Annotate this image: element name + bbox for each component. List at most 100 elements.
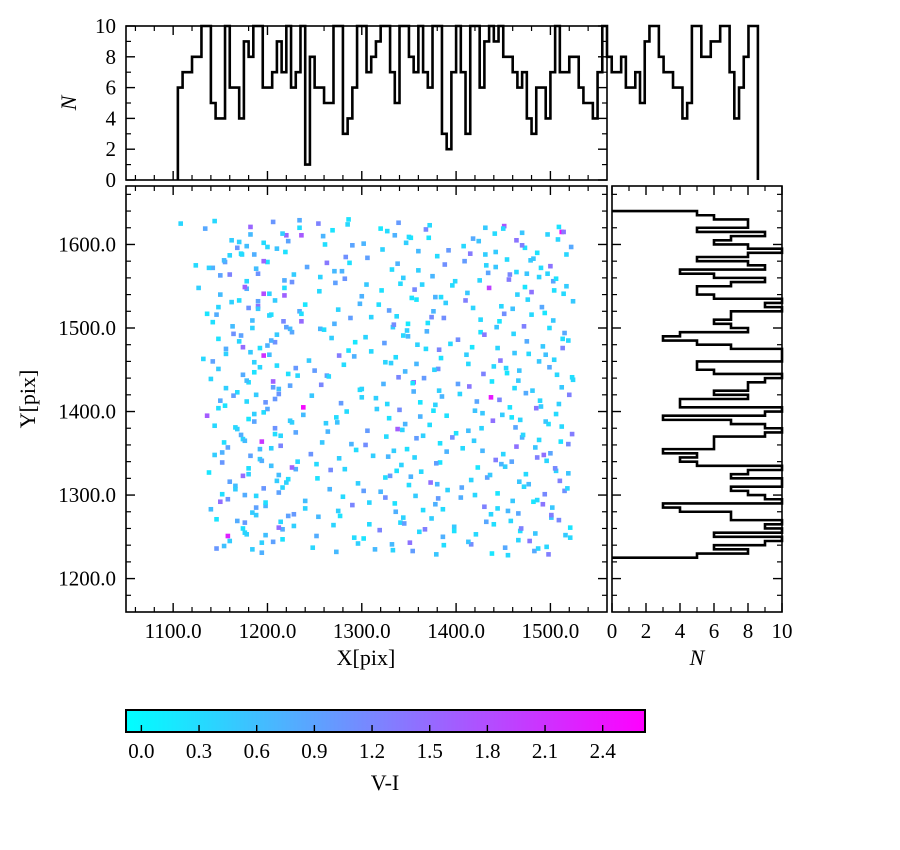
scatter-point [229, 237, 234, 243]
colorbar-tick-labels: 0.0 0.3 0.6 0.9 1.2 1.5 1.8 2.1 2.4 [128, 739, 616, 763]
scatter-point [212, 423, 217, 429]
scatter-point [422, 527, 428, 532]
scatter-point [495, 491, 500, 496]
scatter-point [227, 272, 233, 277]
scatter-point [482, 332, 487, 337]
scatter-point [240, 344, 246, 350]
scatter-point [533, 445, 538, 450]
scatter-point [391, 448, 397, 454]
scatter-point [219, 491, 225, 497]
scatter-point [562, 330, 567, 336]
scatter-point [483, 225, 488, 231]
scatter-point [497, 319, 502, 324]
colorbar: 0.0 0.3 0.6 0.9 1.2 1.5 1.8 2.1 2.4 V-I [125, 709, 646, 795]
scatter-point [246, 416, 251, 422]
scatter-point [283, 249, 288, 255]
scatter-point [462, 258, 467, 264]
scatter-point [329, 335, 334, 341]
scatter-point [470, 305, 476, 311]
scatter-point [261, 486, 266, 491]
scatter-point [248, 224, 253, 230]
scatter-point [293, 466, 299, 472]
scatter-point [323, 420, 329, 426]
scatter-point [522, 245, 528, 251]
scatter-point [470, 236, 476, 241]
scatter-point [214, 312, 219, 317]
scatter-point [280, 537, 285, 542]
top-histogram-ytick-label: 4 [106, 106, 117, 130]
scatter-point [450, 435, 455, 440]
scatter-point [526, 481, 532, 487]
scatter-point [327, 486, 333, 492]
scatter-point [434, 481, 440, 487]
scatter-point [374, 406, 380, 412]
scatter-point [332, 321, 337, 327]
scatter-point [439, 394, 445, 399]
scatter-point [554, 372, 560, 378]
scatter-point [488, 511, 494, 517]
scatter-point [246, 471, 251, 477]
scatter-point [436, 388, 442, 393]
scatter-point [547, 364, 552, 370]
scatter-point [437, 460, 443, 465]
scatter-point [335, 307, 341, 312]
scatter-point [405, 321, 411, 327]
scatter-point [547, 325, 552, 331]
scatter-ytick-label: 1400.0 [58, 400, 116, 424]
scatter-point [367, 500, 372, 505]
scatter-point [491, 521, 497, 527]
scatter-point [486, 285, 492, 291]
scatter-point [504, 257, 510, 262]
scatter-point [550, 505, 555, 510]
scatter-point [289, 279, 295, 285]
scatter-point [350, 243, 355, 248]
scatter-point [550, 278, 556, 284]
scatter-point [517, 528, 523, 534]
scatter-point [521, 484, 527, 490]
scatter-point [461, 243, 466, 249]
scatter-point [201, 356, 206, 362]
scatter-point [221, 258, 227, 263]
scatter-point [516, 511, 521, 516]
scatter-point [566, 338, 571, 343]
scatter-point [515, 292, 520, 297]
scatter-point [480, 448, 485, 454]
scatter-point [336, 456, 342, 461]
scatter-point [548, 263, 553, 269]
scatter-point [352, 339, 358, 345]
scatter-point [255, 271, 261, 277]
scatter-point [315, 476, 320, 481]
scatter-point [248, 232, 253, 237]
scatter-point [541, 452, 547, 458]
scatter-point [238, 251, 244, 256]
scatter-point [210, 319, 216, 325]
scatter-point [527, 538, 532, 544]
scatter-point [304, 264, 310, 270]
scatter-point [427, 222, 432, 228]
scatter-point [240, 473, 246, 479]
scatter-point [216, 366, 221, 372]
scatter-point [516, 479, 522, 484]
scatter-point [423, 346, 429, 352]
scatter-point [274, 246, 280, 251]
scatter-point [218, 398, 223, 403]
scatter-point [297, 308, 302, 314]
scatter-xtick-label: 1300.0 [333, 619, 391, 643]
scatter-point [427, 422, 432, 428]
scatter-point [221, 543, 227, 549]
scatter-point [379, 288, 384, 293]
colorbar-tick-label: 0.3 [186, 739, 212, 763]
scatter-point [310, 545, 316, 550]
scatter-point [564, 283, 569, 289]
scatter-point [467, 251, 473, 256]
scatter-point [261, 410, 266, 415]
scatter-point [278, 433, 283, 439]
scatter-point [485, 270, 491, 276]
scatter-point [414, 297, 419, 302]
scatter-point [368, 349, 374, 354]
scatter-point [443, 300, 449, 306]
scatter-point [445, 487, 450, 493]
scatter-ylabel: Y[pix] [15, 370, 40, 429]
scatter-point [394, 314, 399, 319]
scatter-point [278, 519, 283, 525]
